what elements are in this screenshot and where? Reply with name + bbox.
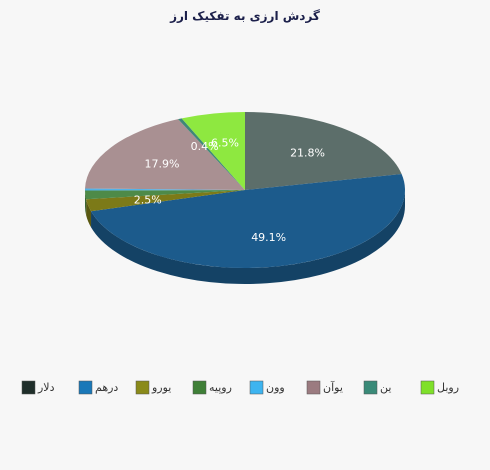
slice-side-1	[91, 190, 406, 284]
legend-swatch-5[interactable]	[306, 380, 321, 395]
pie-labels: 21.8% 49.1% 2.5% 17.9% 0.4%6.5%	[134, 137, 325, 244]
slice-side-3	[85, 190, 87, 216]
legend-label-4[interactable]: وون	[266, 381, 285, 394]
legend-swatch-2[interactable]	[135, 380, 150, 395]
slice-label-1: 49.1%	[251, 231, 286, 244]
slice-0[interactable]	[245, 112, 402, 190]
slice-7[interactable]	[181, 112, 245, 190]
slice-label-0: 21.8%	[290, 146, 325, 159]
pie-depth	[85, 190, 406, 284]
slice-label-6: 0.4%	[191, 140, 219, 153]
slice-3[interactable]	[85, 190, 245, 200]
legend-label-1[interactable]: درهم	[95, 381, 118, 394]
slice-label-2: 2.5%	[134, 193, 162, 206]
legend-swatch-3[interactable]	[192, 380, 207, 395]
legend-label-7[interactable]: روبل	[437, 381, 459, 394]
legend-label-2[interactable]: یورو	[151, 381, 171, 394]
legend-swatch-4[interactable]	[249, 380, 264, 395]
legend-swatch-6[interactable]	[363, 380, 378, 395]
slice-5[interactable]	[85, 119, 245, 190]
slice-label-7: 6.5%	[211, 137, 239, 150]
slice-label-5: 17.9%	[144, 158, 179, 171]
legend-swatch-0[interactable]	[21, 380, 36, 395]
chart-title: گردش ارزی به تفکیک ارز	[169, 9, 320, 23]
slice-1[interactable]	[91, 174, 406, 269]
legend: دلار درهم یورو روپیه وون یوآن ین روبل	[21, 380, 459, 395]
legend-label-5[interactable]: یوآن	[323, 380, 343, 394]
pie-slices	[85, 112, 406, 269]
legend-label-3[interactable]: روپیه	[209, 381, 232, 394]
legend-swatch-1[interactable]	[78, 380, 93, 395]
slice-2[interactable]	[86, 190, 246, 212]
slice-6[interactable]	[178, 118, 245, 190]
legend-label-6[interactable]: ین	[380, 381, 391, 394]
slice-4[interactable]	[85, 188, 246, 191]
legend-swatch-7[interactable]	[420, 380, 435, 395]
slice-side-2	[86, 199, 92, 228]
legend-label-0[interactable]: دلار	[37, 381, 55, 394]
